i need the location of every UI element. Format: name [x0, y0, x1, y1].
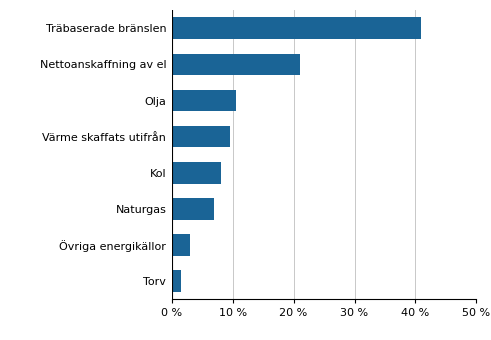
Bar: [172, 234, 190, 256]
Bar: [172, 54, 300, 75]
Bar: [172, 126, 230, 148]
Bar: [172, 162, 220, 184]
Bar: [172, 198, 215, 220]
Bar: [172, 270, 181, 292]
Bar: [172, 90, 236, 112]
Bar: [172, 17, 421, 39]
